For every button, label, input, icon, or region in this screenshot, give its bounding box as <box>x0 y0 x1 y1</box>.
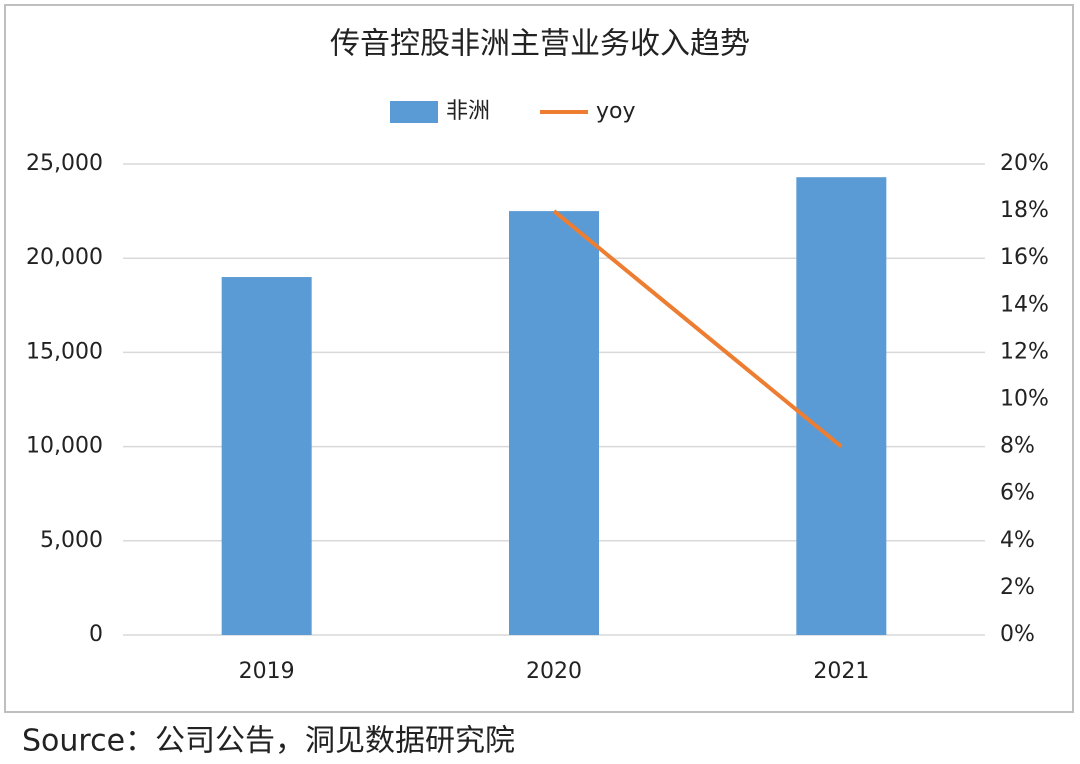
y-tick-label: 5,000 <box>40 528 103 553</box>
x-tick-label: 2021 <box>813 659 869 684</box>
y2-tick-label: 2% <box>1000 575 1035 600</box>
y2-tick-label: 6% <box>1000 481 1035 506</box>
y2-tick-label: 4% <box>1000 528 1035 553</box>
y-tick-label: 0 <box>89 622 103 647</box>
chart-title: 传音控股非洲主营业务收入趋势 <box>330 27 750 62</box>
x-tick-label: 2020 <box>526 659 582 684</box>
y-tick-label: 25,000 <box>26 151 103 176</box>
y2-tick-label: 12% <box>1000 339 1049 364</box>
y-tick-label: 20,000 <box>26 245 103 270</box>
legend-label: yoy <box>596 99 636 124</box>
x-tick-label: 2019 <box>239 659 295 684</box>
y-tick-label: 10,000 <box>26 434 103 459</box>
bar <box>509 211 599 635</box>
y2-tick-label: 20% <box>1000 151 1049 176</box>
line <box>552 209 843 449</box>
legend-label: 非洲 <box>446 99 490 124</box>
y-tick-label: 15,000 <box>26 339 103 364</box>
bar <box>221 277 312 635</box>
y2-tick-label: 10% <box>1000 387 1049 412</box>
y2-tick-label: 16% <box>1000 245 1049 270</box>
y2-tick-label: 8% <box>1000 434 1035 459</box>
y2-tick-label: 14% <box>1000 292 1049 317</box>
chart-border <box>4 4 1074 713</box>
bar <box>796 177 887 636</box>
y2-tick-label: 18% <box>1000 198 1049 223</box>
legend-swatch <box>390 101 438 123</box>
source-note: Source：公司公告，洞见数据研究院 <box>22 724 515 759</box>
y2-tick-label: 0% <box>1000 622 1035 647</box>
